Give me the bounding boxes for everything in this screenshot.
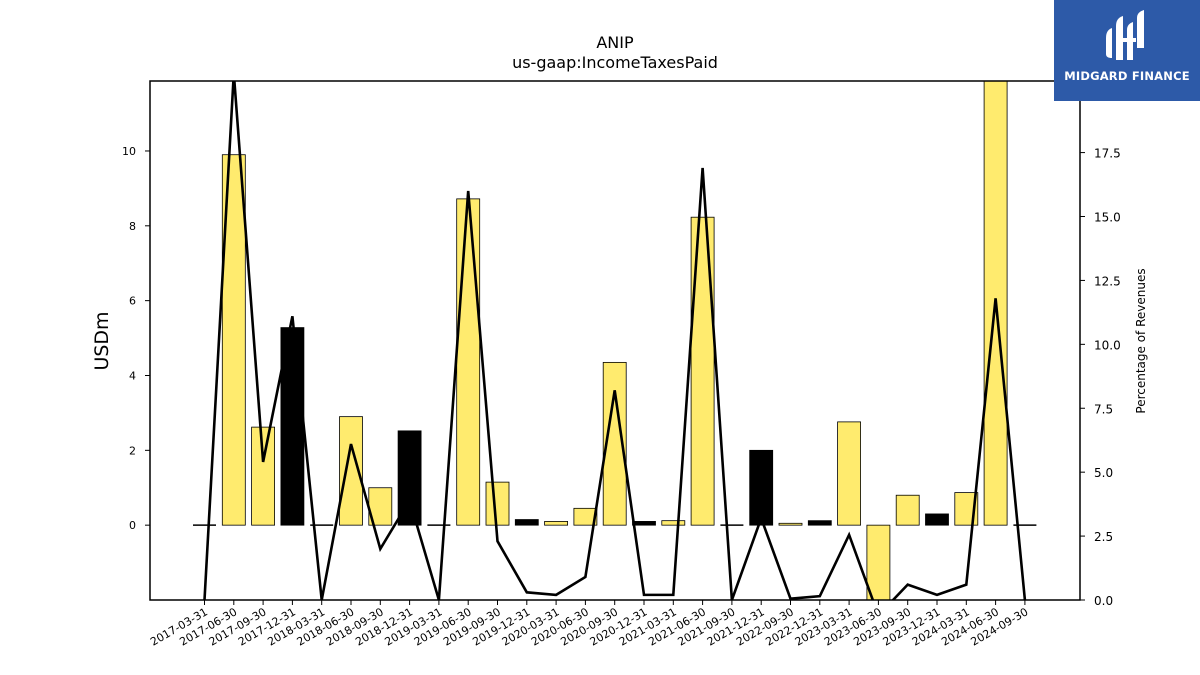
y2-axis-label: Percentage of Revenues [1134, 268, 1148, 413]
bar [221, 154, 246, 526]
y-tick-label: 10 [122, 145, 136, 158]
y2-tick-label: 0.0 [1094, 594, 1113, 608]
bar [456, 198, 481, 526]
y-tick-label: 4 [129, 369, 136, 382]
line-layer [203, 81, 1027, 600]
bar [749, 449, 774, 526]
series-line [203, 81, 1027, 600]
bar [690, 216, 715, 526]
y-tick-label: 0 [129, 519, 136, 532]
bar [632, 521, 656, 526]
bar [837, 421, 861, 526]
bar [339, 416, 363, 526]
bar [514, 519, 539, 526]
bar [895, 494, 920, 526]
y2-tick-label: 12.5 [1094, 274, 1121, 288]
left-axis-ticks: 0 2 4 6 8 10 [122, 145, 150, 532]
bar [544, 521, 568, 526]
y2-tick-label: 2.5 [1094, 530, 1113, 544]
right-axis-ticks: 0.0 2.5 5.0 7.5 10.0 12.5 15.0 17.5 [1080, 147, 1121, 608]
bar [397, 430, 422, 526]
y-tick-label: 8 [129, 220, 136, 233]
logo-text: MIDGARD FINANCE [1064, 69, 1190, 83]
y-axis-label: USDm [91, 311, 113, 370]
x-axis-ticks: 2017-03-312017-06-302017-09-302017-12-31… [148, 600, 1030, 649]
y2-tick-label: 10.0 [1094, 338, 1121, 352]
chart-title: ANIP [596, 33, 634, 52]
bar [602, 361, 627, 526]
y2-tick-label: 7.5 [1094, 402, 1113, 416]
y2-tick-label: 17.5 [1094, 147, 1121, 161]
y-tick-label: 2 [129, 444, 136, 457]
bars-layer [221, 80, 1008, 601]
bar [807, 520, 832, 526]
bar [485, 481, 510, 526]
bar [661, 520, 686, 526]
chart-subtitle: us-gaap:IncomeTaxesPaid [512, 53, 718, 72]
y2-tick-label: 5.0 [1094, 466, 1113, 480]
midgard-logo-icon [1106, 10, 1144, 60]
y-tick-label: 6 [129, 295, 136, 308]
midgard-finance-logo: MIDGARD FINANCE [1054, 0, 1200, 101]
bar [251, 426, 276, 526]
bar [778, 522, 803, 526]
bar [925, 513, 949, 526]
bar [866, 524, 891, 601]
y2-tick-label: 15.0 [1094, 211, 1121, 225]
bar [573, 507, 598, 526]
